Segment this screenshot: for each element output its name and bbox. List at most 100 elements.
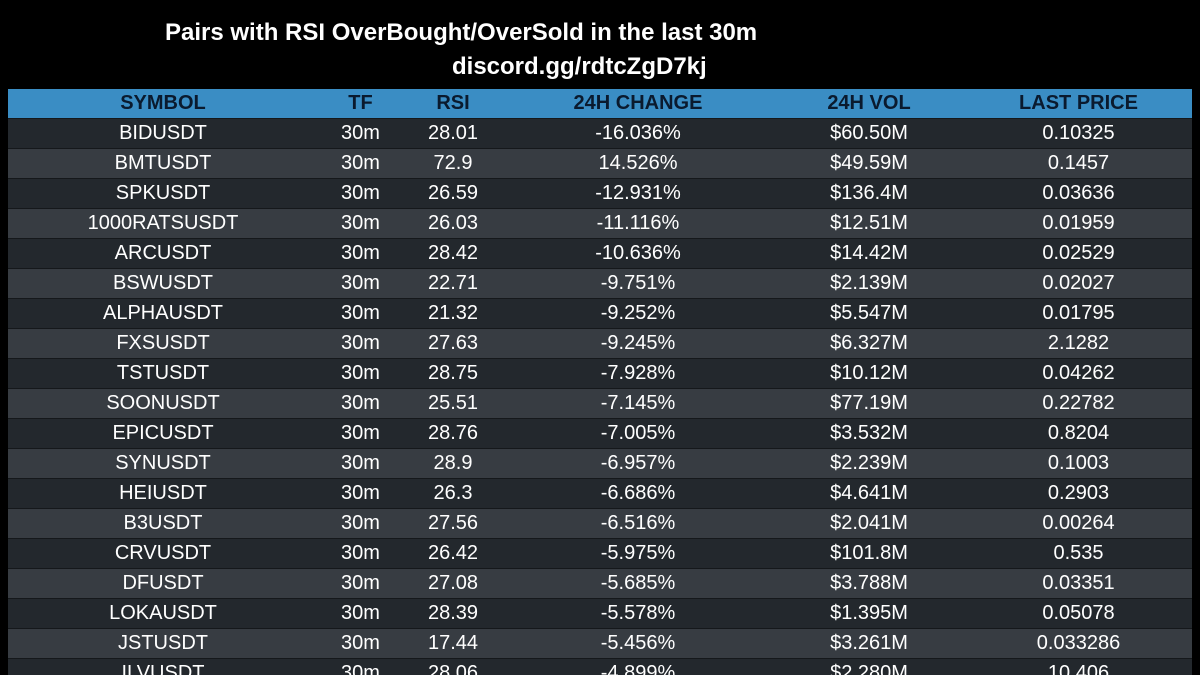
cell-24h-vol: $3.788M (773, 568, 965, 599)
cell-last-price: 0.02529 (965, 238, 1192, 269)
cell-last-price: 10.406 (965, 658, 1192, 675)
cell-24h-vol: $77.19M (773, 388, 965, 419)
cell-24h-change: -5.685% (503, 568, 773, 599)
cell-symbol: DFUSDT (8, 568, 318, 599)
cell-symbol: LOKAUSDT (8, 598, 318, 629)
cell-tf: 30m (318, 148, 403, 179)
cell-24h-change: -5.578% (503, 598, 773, 629)
cell-24h-change: -7.005% (503, 418, 773, 449)
cell-rsi: 27.63 (403, 328, 503, 359)
cell-24h-change: -11.116% (503, 208, 773, 239)
cell-tf: 30m (318, 628, 403, 659)
cell-rsi: 28.9 (403, 448, 503, 479)
cell-tf: 30m (318, 478, 403, 509)
table-row: SYNUSDT 30m 28.9 -6.957% $2.239M 0.1003 (8, 448, 1192, 479)
discord-link: discord.gg/rdtcZgD7kj (0, 50, 1200, 84)
cell-24h-vol: $5.547M (773, 298, 965, 329)
cell-24h-vol: $10.12M (773, 358, 965, 389)
cell-rsi: 25.51 (403, 388, 503, 419)
cell-rsi: 27.08 (403, 568, 503, 599)
cell-last-price: 0.00264 (965, 508, 1192, 539)
cell-last-price: 0.033286 (965, 628, 1192, 659)
cell-24h-change: -4.899% (503, 658, 773, 675)
cell-tf: 30m (318, 448, 403, 479)
cell-24h-change: -16.036% (503, 118, 773, 149)
table-row: BIDUSDT 30m 28.01 -16.036% $60.50M 0.10325 (8, 118, 1192, 149)
cell-last-price: 0.8204 (965, 418, 1192, 449)
cell-symbol: TSTUSDT (8, 358, 318, 389)
cell-symbol: EPICUSDT (8, 418, 318, 449)
cell-symbol: SOONUSDT (8, 388, 318, 419)
cell-tf: 30m (318, 328, 403, 359)
cell-last-price: 0.10325 (965, 118, 1192, 149)
cell-rsi: 22.71 (403, 268, 503, 299)
cell-24h-vol: $1.395M (773, 598, 965, 629)
page-title-text: Pairs with RSI OverBought/OverSold in th… (165, 19, 758, 46)
cell-symbol: BIDUSDT (8, 118, 318, 149)
cell-last-price: 0.01959 (965, 208, 1192, 239)
cell-24h-vol: $49.59M (773, 148, 965, 179)
cell-24h-vol: $3.261M (773, 628, 965, 659)
cell-24h-vol: $4.641M (773, 478, 965, 509)
cell-symbol: B3USDT (8, 508, 318, 539)
cell-tf: 30m (318, 568, 403, 599)
table-row: BSWUSDT 30m 22.71 -9.751% $2.139M 0.02027 (8, 268, 1192, 299)
cell-rsi: 17.44 (403, 628, 503, 659)
cell-24h-vol: $2.041M (773, 508, 965, 539)
table-row: LOKAUSDT 30m 28.39 -5.578% $1.395M 0.05078 (8, 598, 1192, 629)
cell-rsi: 26.3 (403, 478, 503, 509)
cell-rsi: 28.76 (403, 418, 503, 449)
table-row: DFUSDT 30m 27.08 -5.685% $3.788M 0.03351 (8, 568, 1192, 599)
cell-24h-vol: $60.50M (773, 118, 965, 149)
table-row: HEIUSDT 30m 26.3 -6.686% $4.641M 0.2903 (8, 478, 1192, 509)
table-row: ARCUSDT 30m 28.42 -10.636% $14.42M 0.02529 (8, 238, 1192, 269)
cell-24h-change: 14.526% (503, 148, 773, 179)
cell-24h-change: -7.145% (503, 388, 773, 419)
cell-symbol: 1000RATSUSDT (8, 208, 318, 239)
cell-symbol: FXSUSDT (8, 328, 318, 359)
table-row: FXSUSDT 30m 27.63 -9.245% $6.327M 2.1282 (8, 328, 1192, 359)
cell-tf: 30m (318, 298, 403, 329)
cell-last-price: 2.1282 (965, 328, 1192, 359)
cell-last-price: 0.02027 (965, 268, 1192, 299)
discord-link-text: discord.gg/rdtcZgD7kj (452, 53, 707, 80)
cell-tf: 30m (318, 508, 403, 539)
page-title: Pairs with RSI OverBought/OverSold in th… (0, 16, 1200, 50)
cell-24h-vol: $12.51M (773, 208, 965, 239)
cell-24h-vol: $136.4M (773, 178, 965, 209)
column-header-24h-vol: 24H VOL (773, 89, 965, 119)
cell-24h-change: -10.636% (503, 238, 773, 269)
cell-rsi: 28.42 (403, 238, 503, 269)
cell-tf: 30m (318, 538, 403, 569)
cell-last-price: 0.05078 (965, 598, 1192, 629)
cell-symbol: SPKUSDT (8, 178, 318, 209)
cell-last-price: 0.03636 (965, 178, 1192, 209)
cell-last-price: 0.03351 (965, 568, 1192, 599)
cell-24h-vol: $14.42M (773, 238, 965, 269)
table-row: EPICUSDT 30m 28.76 -7.005% $3.532M 0.8204 (8, 418, 1192, 449)
cell-tf: 30m (318, 388, 403, 419)
table-body: BIDUSDT 30m 28.01 -16.036% $60.50M 0.10325 BMT… (8, 118, 1192, 675)
cell-24h-vol: $2.280M (773, 658, 965, 675)
cell-rsi: 26.03 (403, 208, 503, 239)
table-row: ILVUSDT 30m 28.06 -4.899% $2.280M 10.406 (8, 658, 1192, 675)
cell-last-price: 0.1003 (965, 448, 1192, 479)
cell-tf: 30m (318, 418, 403, 449)
cell-rsi: 26.59 (403, 178, 503, 209)
cell-24h-vol: $2.139M (773, 268, 965, 299)
cell-tf: 30m (318, 178, 403, 209)
table-row: SOONUSDT 30m 25.51 -7.145% $77.19M 0.22782 (8, 388, 1192, 419)
cell-24h-change: -6.686% (503, 478, 773, 509)
cell-tf: 30m (318, 208, 403, 239)
cell-24h-change: -5.975% (503, 538, 773, 569)
cell-rsi: 28.01 (403, 118, 503, 149)
cell-rsi: 28.06 (403, 658, 503, 675)
cell-tf: 30m (318, 658, 403, 675)
cell-24h-change: -9.751% (503, 268, 773, 299)
cell-24h-vol: $3.532M (773, 418, 965, 449)
cell-tf: 30m (318, 238, 403, 269)
table-row: SPKUSDT 30m 26.59 -12.931% $136.4M 0.03636 (8, 178, 1192, 209)
table-row: ALPHAUSDT 30m 21.32 -9.252% $5.547M 0.01795 (8, 298, 1192, 329)
column-header-tf: TF (318, 89, 403, 119)
table-header-row: SYMBOL TF RSI 24H CHANGE 24H VOL LAST PRICE (8, 89, 1192, 119)
